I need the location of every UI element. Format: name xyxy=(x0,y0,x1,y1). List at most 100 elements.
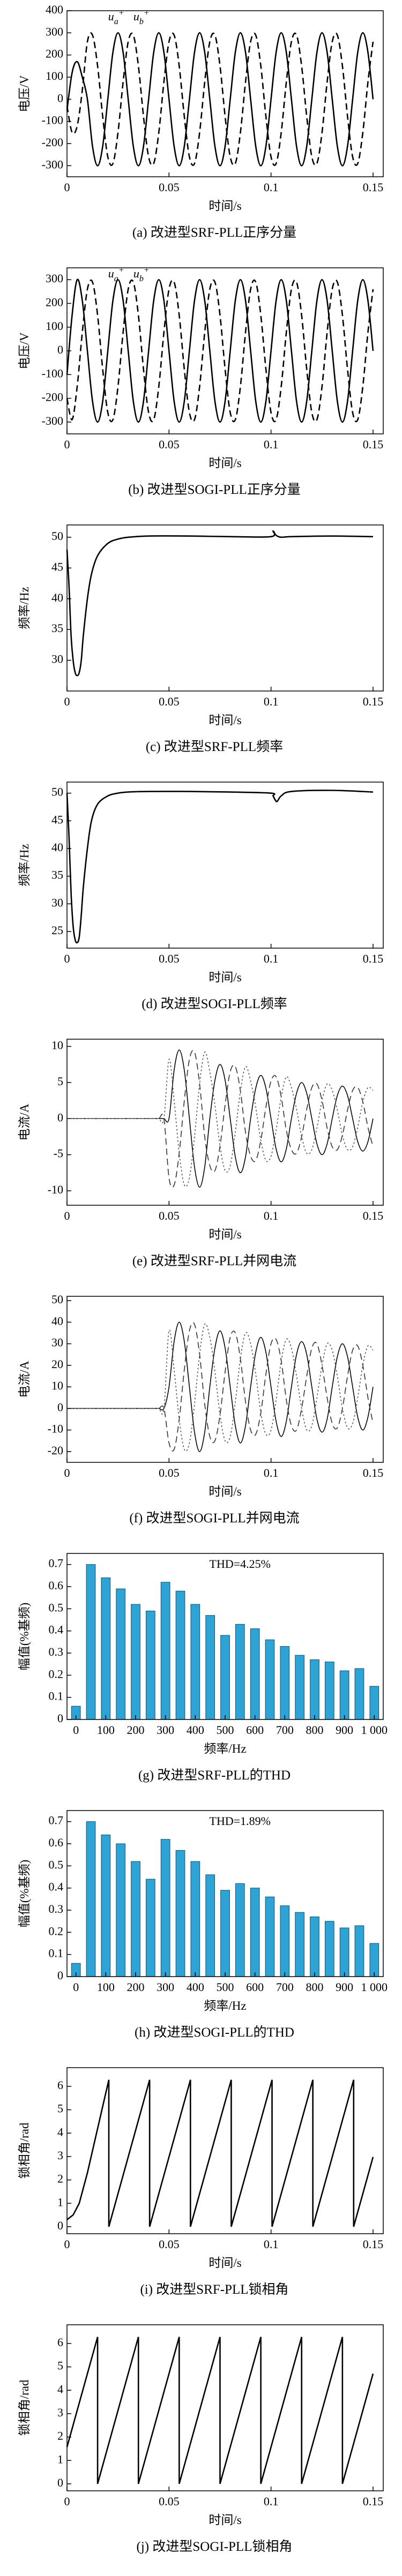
y-tick-label: 0.7 xyxy=(49,1814,64,1827)
bar xyxy=(220,1635,230,1720)
y-axis-label: 锁相角/rad xyxy=(18,2122,31,2179)
x-tick-label: 400 xyxy=(187,1723,204,1737)
y-tick-label: -100 xyxy=(42,366,63,380)
x-tick-label: 0 xyxy=(73,1980,79,1994)
y-axis-label: 频率/Hz xyxy=(18,587,31,629)
label-sup: + xyxy=(118,9,124,18)
y-tick-label: -300 xyxy=(42,414,63,427)
x-tick-label: 0 xyxy=(64,952,70,965)
y-tick-label: 0.1 xyxy=(49,1689,64,1703)
bar xyxy=(235,1624,245,1720)
y-tick-label: 200 xyxy=(46,47,63,61)
series-label: ub+ xyxy=(133,266,150,283)
y-tick-label: -20 xyxy=(48,1444,63,1457)
y-tick-label: 2 xyxy=(57,2429,63,2443)
y-axis-label: 幅值(%基频) xyxy=(18,1603,31,1670)
caption: (b) 改进型SOGI-PLL正序分量 xyxy=(128,482,301,497)
x-tick-label: 900 xyxy=(336,1723,353,1737)
plot-frame xyxy=(66,10,384,177)
x-tick-label: 600 xyxy=(246,1723,264,1737)
x-tick-label: 0.1 xyxy=(264,695,279,708)
x-tick-label: 1 000 xyxy=(361,1723,388,1737)
x-tick-label: 200 xyxy=(127,1723,145,1737)
x-tick-label: 0 xyxy=(64,1466,70,1479)
x-axis-label: 时间/s xyxy=(209,1228,241,1241)
x-tick-label: 400 xyxy=(187,1980,204,1994)
bar xyxy=(116,1843,126,1977)
x-tick-label: 0.05 xyxy=(159,181,180,194)
plot-frame xyxy=(66,2324,384,2491)
y-tick-label: 0.3 xyxy=(49,1902,64,1916)
y-tick-label: 2 xyxy=(57,2172,63,2186)
bar xyxy=(369,1943,379,1977)
y-tick-label: 0.5 xyxy=(49,1601,64,1614)
x-tick-label: 0.05 xyxy=(159,438,180,451)
y-tick-label: 0 xyxy=(57,1110,63,1124)
x-tick-label: 0.15 xyxy=(363,1209,384,1222)
bar xyxy=(205,1874,215,1977)
x-axis-label: 时间/s xyxy=(209,714,241,727)
bar xyxy=(175,1850,185,1977)
series-line xyxy=(67,1050,374,1188)
bar xyxy=(354,1668,364,1720)
label-base: u xyxy=(108,267,114,280)
bar xyxy=(354,1925,364,1977)
x-tick-label: 0.15 xyxy=(363,438,384,451)
series-line xyxy=(67,1323,374,1452)
y-tick-label: 3 xyxy=(57,2149,63,2162)
bar xyxy=(265,1639,275,1720)
x-tick-label: 0 xyxy=(73,1723,79,1737)
bar xyxy=(101,1577,111,1720)
y-tick-label: 5 xyxy=(57,1075,63,1088)
x-tick-label: 0 xyxy=(64,695,70,708)
series-line xyxy=(66,32,374,166)
caption: (h) 改进型SOGI-PLL的THD xyxy=(135,2025,294,2040)
y-axis-label: 电流/A xyxy=(18,1103,31,1140)
y-tick-label: 0.1 xyxy=(49,1947,64,1960)
y-tick-label: 200 xyxy=(46,295,63,309)
x-axis-label: 时间/s xyxy=(209,1485,241,1498)
series-line xyxy=(66,2337,374,2484)
x-tick-label: 0.15 xyxy=(363,952,384,965)
plot-frame xyxy=(66,524,384,692)
y-tick-label: 30 xyxy=(51,896,63,909)
x-tick-label: 0.05 xyxy=(159,952,180,965)
x-tick-label: 0.1 xyxy=(264,1209,279,1222)
x-tick-label: 500 xyxy=(217,1980,234,1994)
y-tick-label: 45 xyxy=(51,813,63,826)
y-tick-label: 25 xyxy=(51,923,63,937)
series-label: ub+ xyxy=(133,9,150,26)
y-tick-label: -100 xyxy=(42,114,63,127)
bar xyxy=(86,1564,96,1720)
y-tick-label: 0 xyxy=(57,1969,63,1982)
bar xyxy=(250,1628,260,1720)
y-tick-label: 10 xyxy=(51,1379,63,1392)
x-tick-label: 500 xyxy=(217,1723,234,1737)
caption: (j) 改进型SOGI-PLL锁相角 xyxy=(137,2539,293,2554)
caption: (d) 改进型SOGI-PLL频率 xyxy=(142,996,287,1011)
y-tick-label: 0.6 xyxy=(49,1579,64,1592)
x-tick-label: 0 xyxy=(64,1209,70,1222)
series-line xyxy=(66,279,374,423)
x-tick-label: 0.05 xyxy=(159,2495,180,2508)
x-tick-label: 800 xyxy=(306,1980,323,1994)
bar xyxy=(295,1655,304,1720)
y-tick-label: 1 xyxy=(57,2195,63,2209)
y-tick-label: 1 xyxy=(57,2452,63,2466)
x-axis-label: 时间/s xyxy=(209,2513,241,2527)
annotation: THD=4.25% xyxy=(210,1557,271,1571)
caption: (g) 改进型SRF-PLL的THD xyxy=(138,1768,291,1783)
x-tick-label: 0.05 xyxy=(159,1209,180,1222)
caption: (f) 改进型SOGI-PLL并网电流 xyxy=(129,1511,299,1526)
series-line xyxy=(67,1052,374,1188)
series-line xyxy=(66,279,374,423)
x-tick-label: 1 000 xyxy=(361,1980,388,1994)
x-tick-label: 100 xyxy=(97,1980,115,1994)
bar xyxy=(339,1927,349,1977)
y-tick-label: -5 xyxy=(54,1147,63,1160)
y-tick-label: 0.2 xyxy=(49,1924,64,1937)
label-sup: + xyxy=(144,9,150,18)
x-tick-label: 0.1 xyxy=(264,438,279,451)
